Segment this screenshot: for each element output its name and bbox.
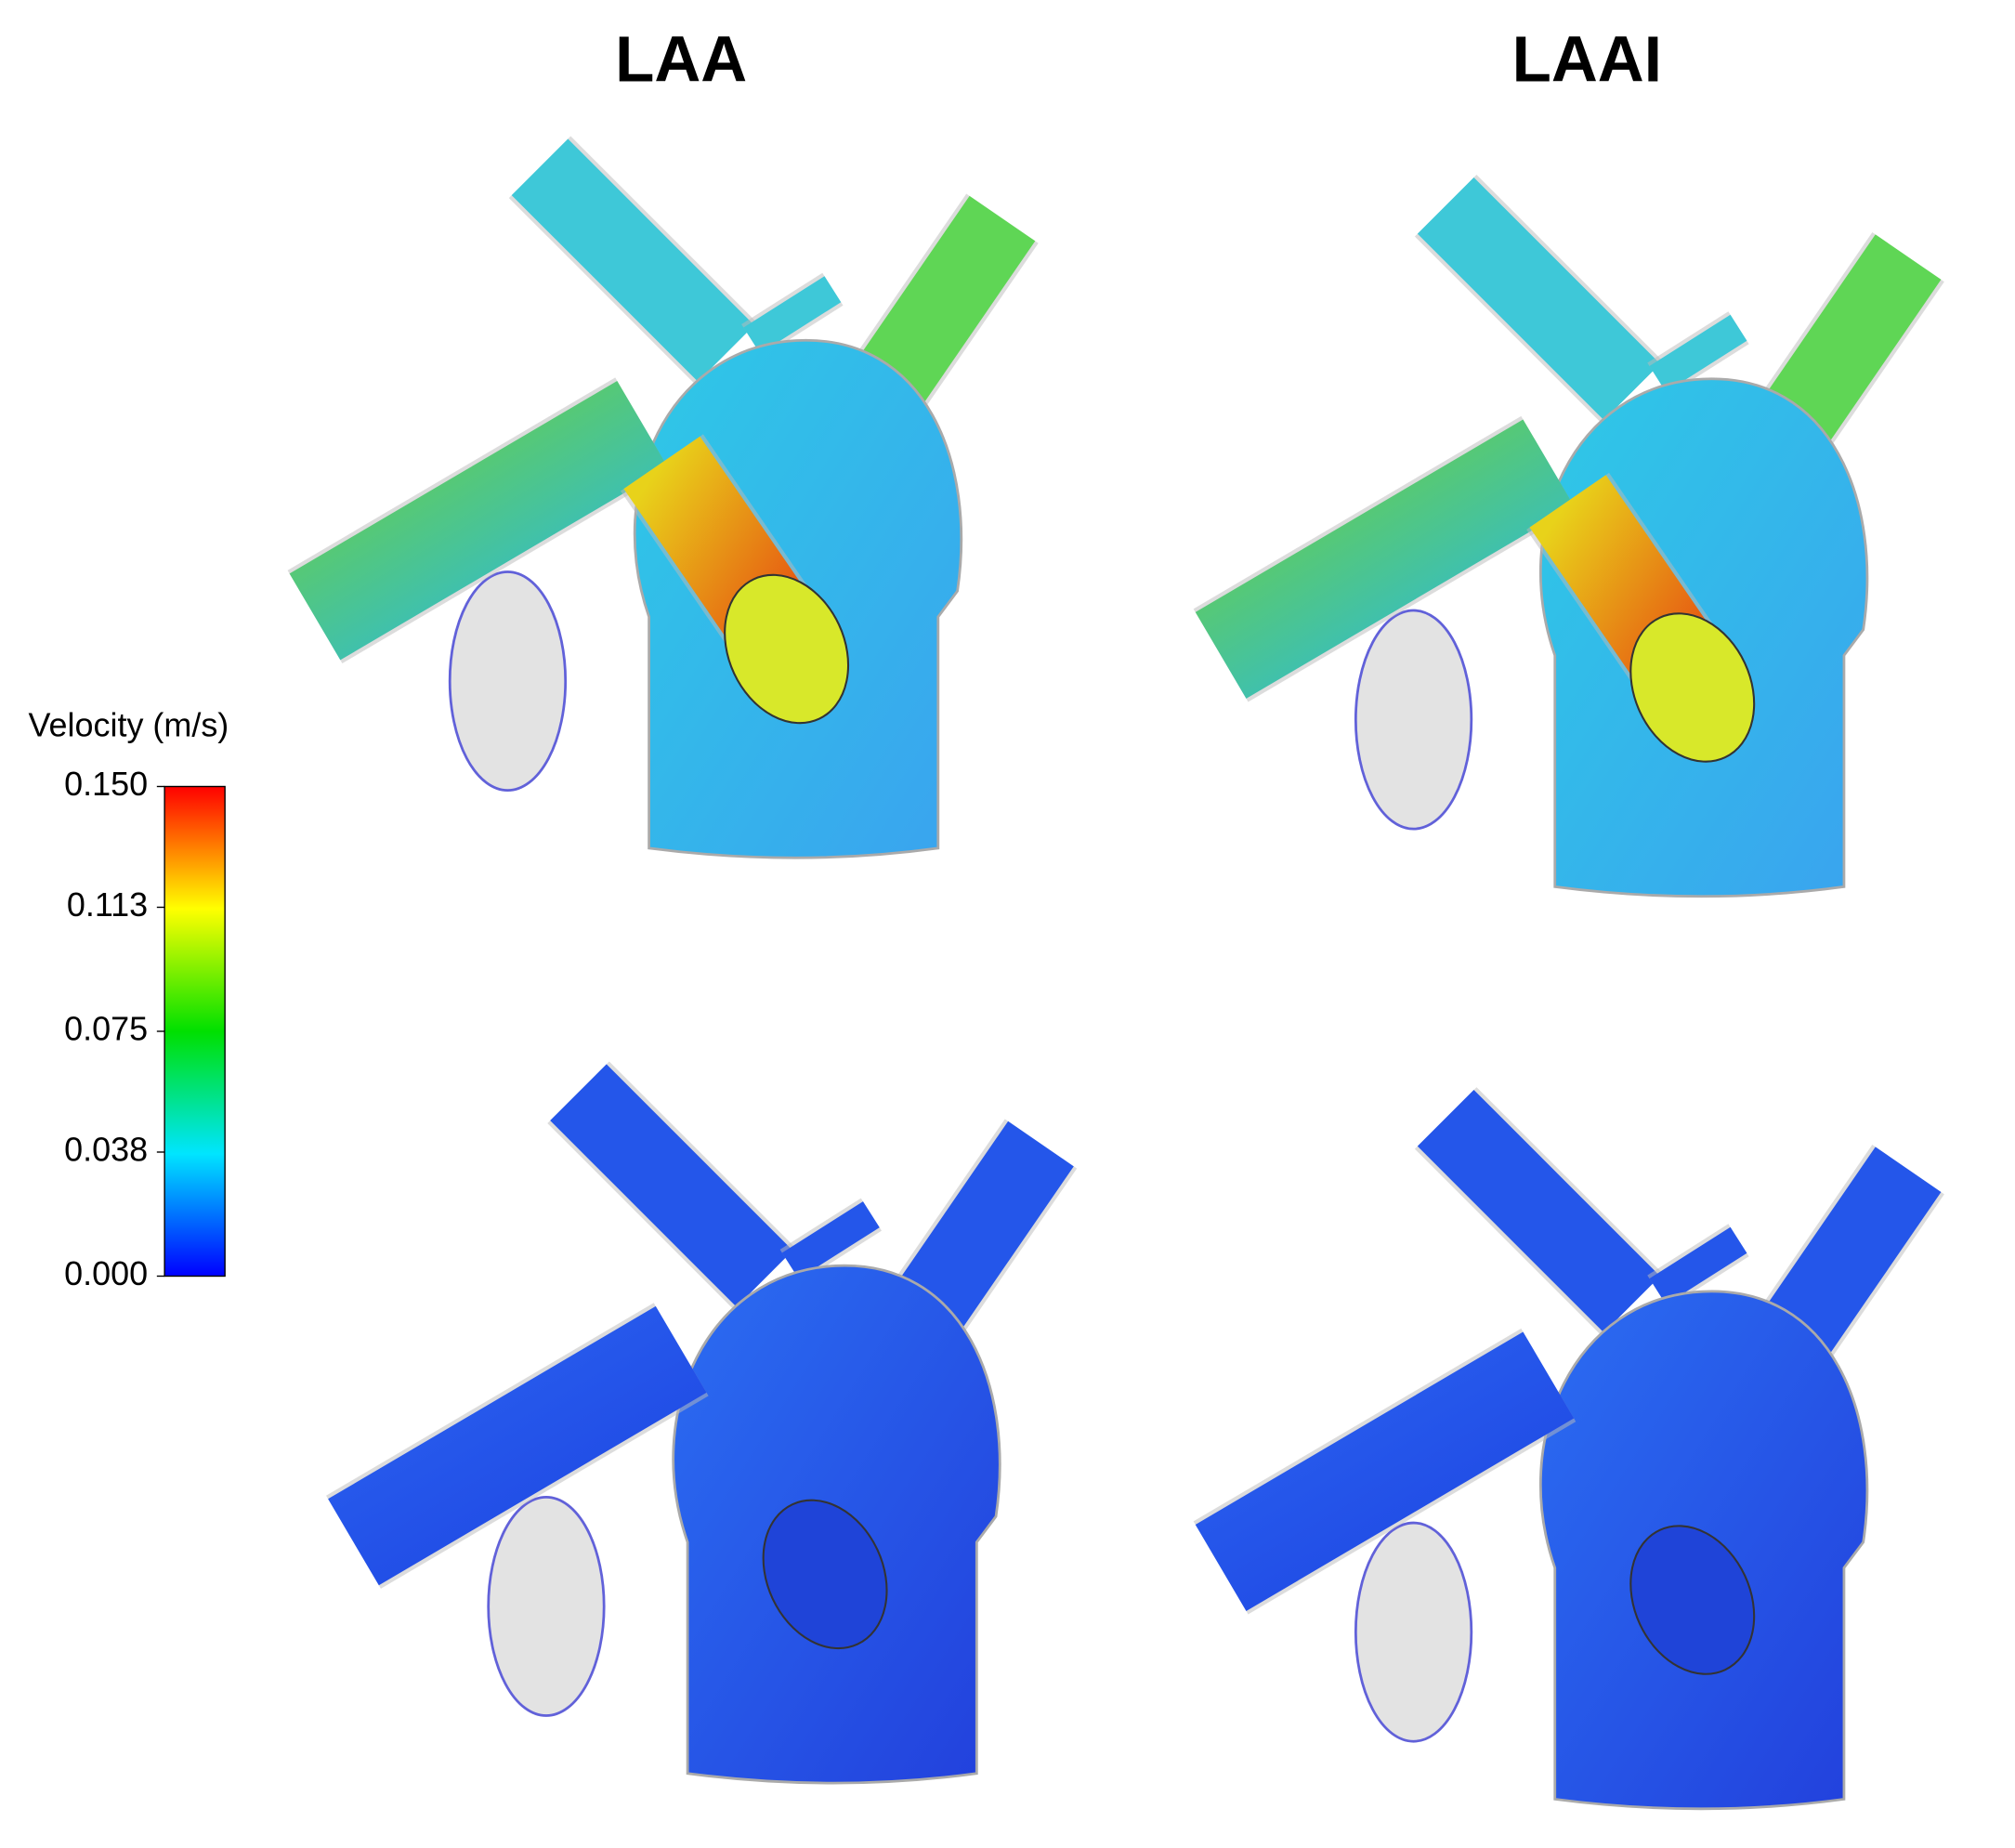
tick-label: 0.150: [64, 765, 148, 803]
colorbar-label: Velocity (m/s): [29, 705, 229, 743]
column-title: LAA: [615, 22, 747, 95]
vessel-render: [287, 136, 1039, 859]
panels: [287, 136, 1944, 1811]
column-title: LAAI: [1512, 22, 1662, 95]
vessel-render: [1193, 1087, 1944, 1811]
colorbar-scale: [164, 785, 226, 1278]
tick-label: 0.075: [64, 1009, 148, 1047]
tick-label: 0.113: [67, 885, 148, 924]
tick-label: 0.000: [64, 1254, 148, 1292]
colorbar: 0.150 0.113 0.075 0.038 0.000: [64, 765, 226, 1292]
vessel-render: [326, 1061, 1078, 1785]
vessel-render: [1193, 175, 1944, 898]
tick-label: 0.038: [64, 1130, 148, 1168]
